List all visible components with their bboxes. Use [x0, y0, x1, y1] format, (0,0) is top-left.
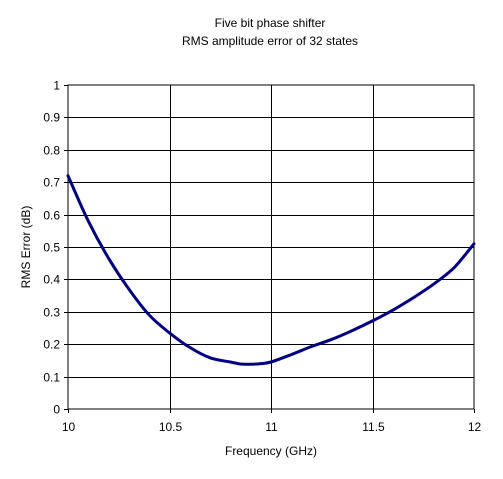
x-tick-label: 10.5 [159, 420, 183, 434]
y-tick-label: 0.7 [43, 176, 60, 190]
x-tick-label: 11 [265, 420, 278, 434]
x-tick-label: 11.5 [362, 420, 385, 434]
y-axis-label: RMS Error (dB) [19, 206, 33, 289]
y-tick-label: 0.4 [43, 273, 60, 287]
y-tick-label: 0.3 [43, 306, 60, 320]
y-tick-label: 0.2 [43, 338, 60, 352]
grid [68, 85, 474, 409]
y-tick-label: 1 [53, 79, 60, 93]
y-tick-label: 0.5 [43, 241, 60, 255]
x-axis: 10 10.5 11 11.5 12 [62, 409, 482, 434]
x-tick-label: 12 [468, 420, 482, 434]
series-layer [66, 174, 476, 366]
y-tick-label: 0.8 [43, 144, 60, 158]
chart-title: Five bit phase shifter [215, 16, 326, 30]
y-tick-label: 0.1 [43, 371, 60, 385]
chart-subtitle: RMS amplitude error of 32 states [182, 34, 358, 48]
y-tick-label: 0.9 [43, 111, 60, 125]
y-tick-label: 0.6 [43, 209, 60, 223]
x-tick-label: 10 [62, 420, 76, 434]
y-axis: 0 0.1 0.2 0.3 0.4 0.5 0.6 0.7 0.8 0.9 1 [43, 79, 68, 417]
x-axis-label: Frequency (GHz) [225, 444, 317, 458]
y-tick-label: 0 [53, 403, 60, 417]
series-line [66, 174, 476, 366]
